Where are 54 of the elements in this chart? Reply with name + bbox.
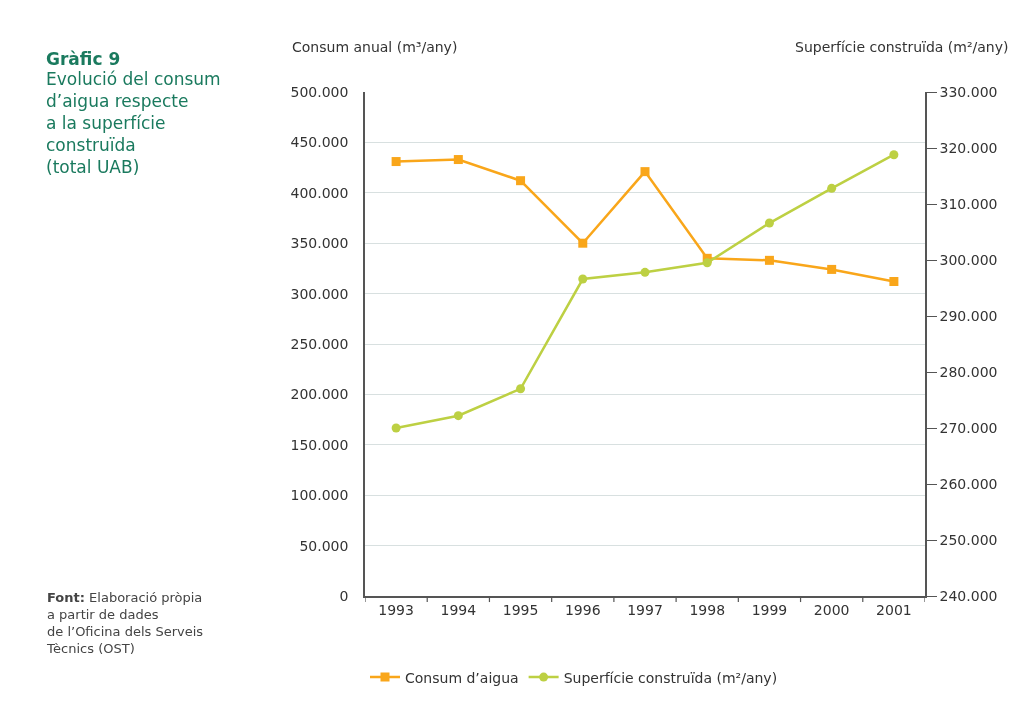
y2-tick-label: 270.000 [939,419,998,436]
x-tick-label: 1998 [689,601,726,618]
point [889,277,899,286]
point [764,218,774,228]
x-tick-label: 1995 [502,601,539,618]
legend-label: Superfície construïda (m²/any) [563,669,778,686]
text: Evolució del consum d’aigua respecte a la superfície construïda (total UAB) [46,69,221,178]
point [827,264,837,274]
point [702,258,712,268]
point [516,384,526,394]
x-tick-label: 2001 [876,601,912,618]
y-tick-label: 300.000 [290,285,349,302]
x-tick-label: 1997 [627,601,663,618]
y-tick-label: 500.000 [290,83,349,100]
y2-axis-title: Superfície construïda (m²/any) [795,39,1009,55]
y-axis-title: Consum anual (m³/any) [292,39,458,55]
y-tick-label: 50.000 [299,537,349,554]
point [889,150,899,160]
point [391,423,401,433]
point [453,411,463,421]
y2-tick-label: 240.000 [939,587,998,604]
text: Font: Elaboració pròpia a partir de dades de l’Oficina dels Serveis Tècnics (OST) [46,590,204,656]
x-tick-label: 2000 [813,601,850,618]
legend-label: Consum d’aigua [405,669,519,686]
text: Gràfic 9 [46,49,121,69]
point [578,274,588,284]
y-tick-label: 250.000 [290,335,349,352]
y2-tick-label: 280.000 [939,363,998,380]
y2-tick-label: 250.000 [939,531,998,548]
y2-tick-label: 330.000 [939,83,998,100]
point [391,157,401,167]
point [640,267,650,277]
y2-tick-label: 260.000 [939,475,998,492]
y-tick-label: 200.000 [290,386,349,403]
y-tick-label: 150.000 [290,436,349,453]
y-tick-label: 400.000 [290,184,349,201]
y-tick-label: 450.000 [290,134,349,151]
y2-tick-label: 310.000 [939,195,998,212]
point [764,255,774,265]
y-tick-label: 350.000 [290,235,349,252]
y2-tick-label: 320.000 [939,139,998,156]
x-tick-label: 1996 [564,601,601,618]
x-tick-label: 1993 [378,601,414,618]
point [516,176,526,186]
y2-tick-label: 300.000 [939,251,998,268]
x-tick-label: 1994 [440,601,477,618]
point [578,238,588,248]
point [453,155,463,165]
y2-tick-label: 290.000 [939,307,998,324]
x-tick-label: 1999 [751,601,788,618]
y-tick-label: 100.000 [290,487,349,504]
point [827,183,837,193]
point [640,167,650,177]
y-tick-label: 0 [339,587,349,604]
